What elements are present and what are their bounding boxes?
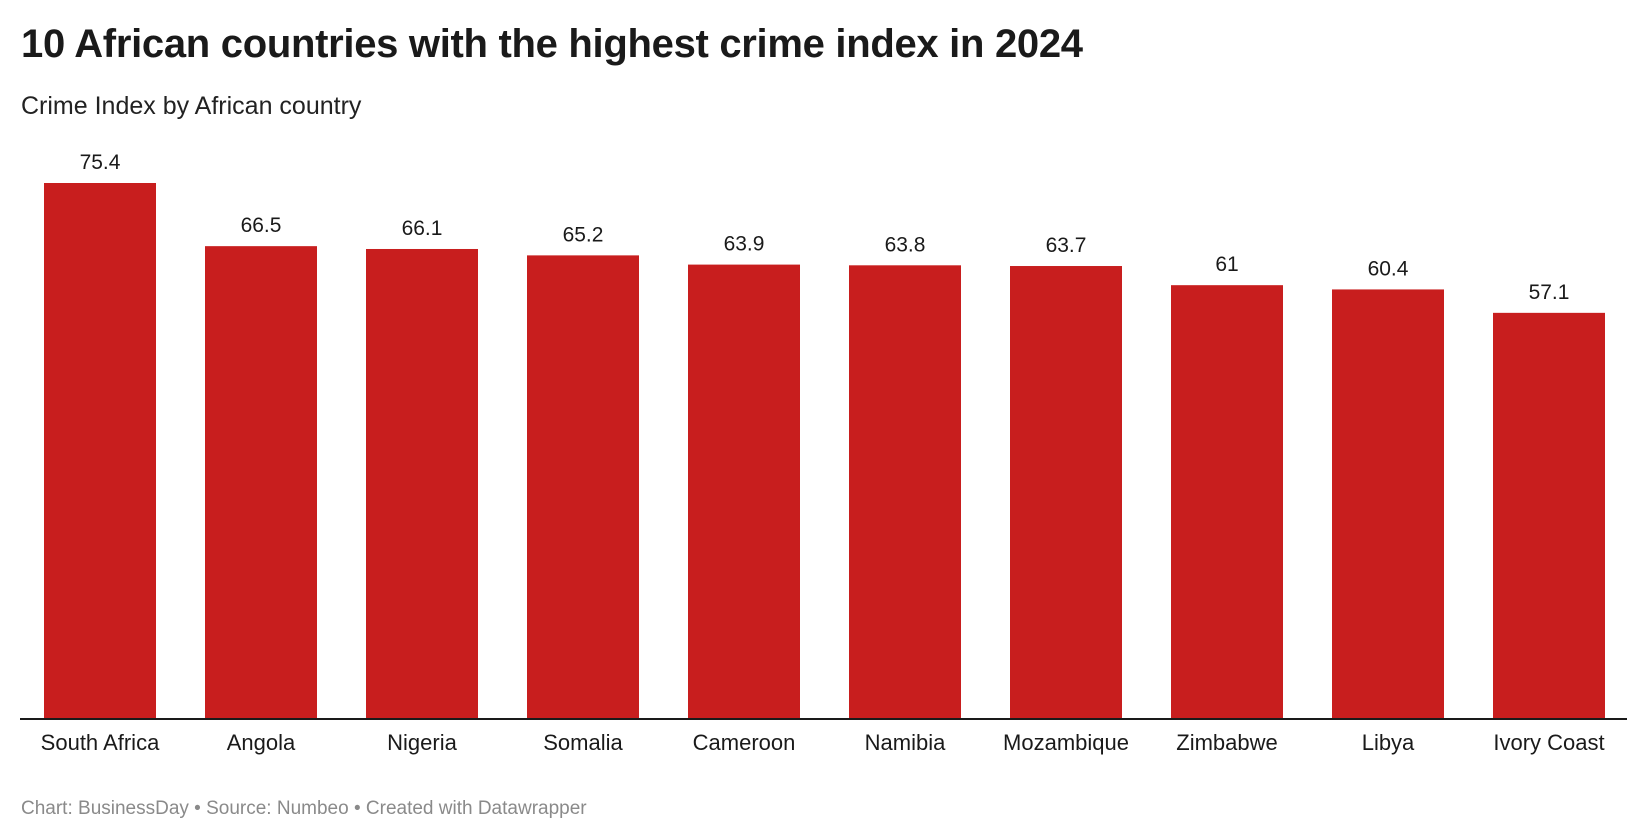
category-label: Angola: [227, 730, 296, 755]
value-label: 65.2: [563, 223, 604, 246]
category-label: Cameroon: [693, 730, 796, 755]
chart-subtitle: Crime Index by African country: [21, 92, 362, 120]
value-label: 75.4: [80, 151, 121, 174]
bar: [1332, 289, 1444, 718]
value-label: 61: [1215, 253, 1238, 276]
category-label: Somalia: [543, 730, 623, 755]
category-label: Mozambique: [1003, 730, 1129, 755]
category-label: South Africa: [41, 730, 160, 755]
bar: [849, 265, 961, 718]
bar: [205, 246, 317, 718]
value-label: 57.1: [1529, 281, 1570, 304]
value-label: 63.8: [885, 233, 926, 256]
value-label: 66.1: [402, 217, 443, 240]
category-label: Nigeria: [387, 730, 457, 755]
bar: [1010, 266, 1122, 718]
bar: [44, 183, 156, 718]
category-label: Namibia: [865, 730, 946, 755]
value-label: 60.4: [1368, 257, 1409, 280]
bar: [1493, 312, 1605, 718]
bar-chart: 75.4 South Africa 66.5 Angola 66.1 Nigeria 65.…: [20, 151, 1627, 755]
value-label: 63.9: [724, 233, 765, 256]
category-label: Ivory Coast: [1493, 730, 1604, 755]
value-label: 66.5: [241, 214, 282, 237]
bar: [366, 248, 478, 718]
chart-title: 10 African countries with the highest cr…: [21, 22, 1083, 66]
chart-footer: Chart: BusinessDay • Source: Numbeo • Cr…: [21, 798, 587, 819]
category-label: Libya: [1362, 730, 1415, 755]
bar: [527, 255, 639, 718]
bar: [688, 264, 800, 718]
category-label: Zimbabwe: [1176, 730, 1277, 755]
value-label: 63.7: [1046, 234, 1087, 257]
bar: [1171, 285, 1283, 718]
